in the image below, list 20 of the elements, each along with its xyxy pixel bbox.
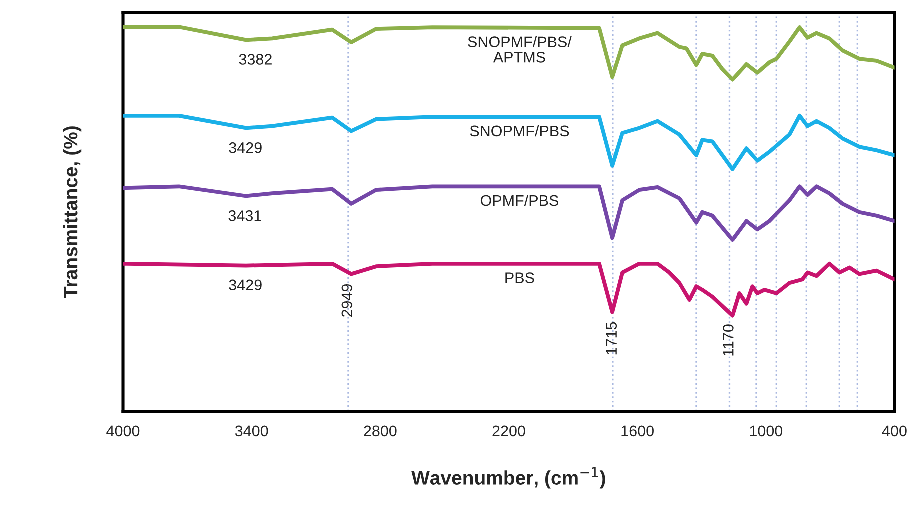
x-tick-label: 400 bbox=[882, 426, 907, 437]
y-axis-title: Transmittance, (%) bbox=[63, 126, 82, 298]
x-tick-label: 4000 bbox=[106, 426, 140, 437]
x-tick-label: 1000 bbox=[750, 426, 783, 437]
series-label: SNOPMF/PBS bbox=[470, 125, 570, 137]
ref-line-label: 1715 bbox=[606, 322, 618, 355]
annotation: 3429 bbox=[229, 280, 262, 291]
x-tick-label: 2200 bbox=[492, 426, 526, 437]
annotation: 3382 bbox=[239, 54, 272, 65]
annotation: 3431 bbox=[228, 210, 262, 222]
x-axis-title: Wavenumber, (cm$^{−1}$) bbox=[412, 467, 606, 489]
ref-line-label: 1170 bbox=[723, 324, 734, 356]
x-tick-label: 3400 bbox=[235, 426, 268, 437]
series-label: PBS bbox=[506, 272, 534, 284]
x-tick-label: 2800 bbox=[364, 426, 397, 437]
annotation: 3429 bbox=[229, 142, 262, 154]
series-label: OPMF/PBS bbox=[480, 194, 558, 206]
series-label: SNOPMF/PBS/ APTMS bbox=[468, 36, 572, 63]
x-tick-label: 1600 bbox=[622, 426, 654, 437]
ref-line-label: 2949 bbox=[342, 284, 353, 317]
